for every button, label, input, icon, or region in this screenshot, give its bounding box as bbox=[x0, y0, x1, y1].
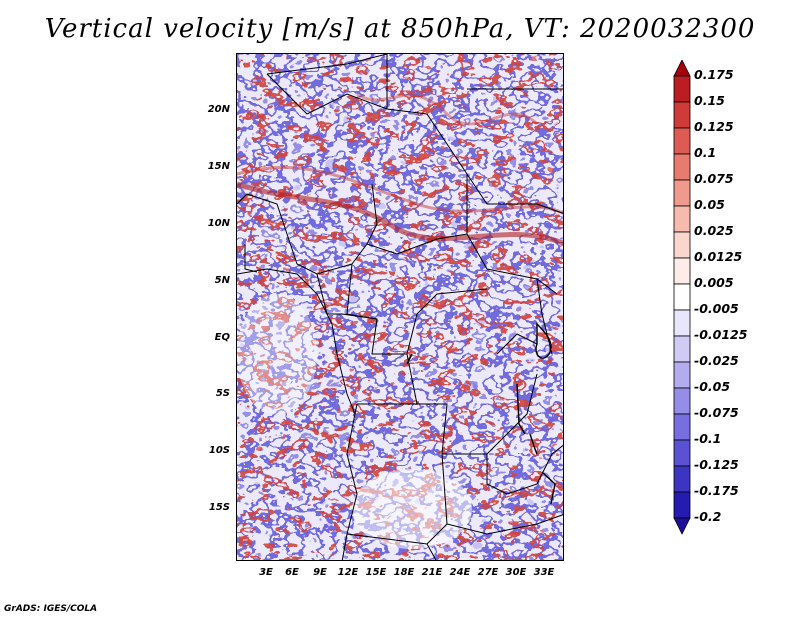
colorbar-label: -0.1 bbox=[694, 431, 722, 446]
colorbar-label: 0.1 bbox=[694, 145, 717, 160]
colorbar-swatch bbox=[673, 205, 691, 233]
colorbar-swatch bbox=[673, 309, 691, 337]
lat-tick-label: EQ bbox=[214, 332, 230, 343]
colorbar-label: 0.075 bbox=[694, 171, 734, 186]
lon-tick-label: 21E bbox=[421, 567, 443, 578]
lat-tick-label: 15N bbox=[207, 161, 230, 172]
colorbar-swatch bbox=[673, 127, 691, 155]
colorbar-bottom-arrow bbox=[673, 517, 691, 535]
map-title: Vertical velocity [m/s] at 850hPa, VT: 2… bbox=[44, 14, 756, 44]
lon-tick-label: 18E bbox=[393, 567, 415, 578]
colorbar-swatch bbox=[673, 75, 691, 103]
colorbar-label: 0.15 bbox=[694, 93, 725, 108]
colorbar-swatch bbox=[673, 335, 691, 363]
colorbar-swatch bbox=[673, 465, 691, 493]
colorbar-swatch bbox=[673, 413, 691, 441]
lat-tick-label: 15S bbox=[208, 502, 230, 513]
colorbar-label: 0.125 bbox=[694, 119, 734, 134]
colorbar-swatch bbox=[673, 101, 691, 129]
colorbar-swatch bbox=[673, 179, 691, 207]
colorbar-label: 0.005 bbox=[694, 275, 734, 290]
colorbar-label: 0.175 bbox=[694, 67, 734, 82]
colorbar-swatch bbox=[673, 231, 691, 259]
lon-tick-label: 3E bbox=[259, 567, 273, 578]
colorbar-label: -0.0125 bbox=[694, 327, 748, 342]
lon-tick-label: 33E bbox=[533, 567, 555, 578]
colorbar-top-arrow bbox=[673, 60, 691, 77]
colorbar-label: 0.025 bbox=[694, 223, 734, 238]
colorbar-label: -0.2 bbox=[694, 509, 722, 524]
colorbar-label: -0.075 bbox=[694, 405, 739, 420]
lat-tick-label: 20N bbox=[207, 104, 230, 115]
colorbar bbox=[673, 60, 691, 535]
colorbar-swatch bbox=[673, 387, 691, 415]
lat-tick-label: 5S bbox=[215, 388, 230, 399]
lon-tick-label: 15E bbox=[365, 567, 387, 578]
colorbar-swatch bbox=[673, 283, 691, 311]
colorbar-label: -0.125 bbox=[694, 457, 739, 472]
colorbar-label: -0.175 bbox=[694, 483, 739, 498]
colorbar-label: -0.005 bbox=[694, 301, 739, 316]
lon-tick-label: 12E bbox=[337, 567, 359, 578]
lon-tick-label: 6E bbox=[285, 567, 299, 578]
vertical-velocity-field bbox=[237, 54, 563, 560]
lon-tick-label: 30E bbox=[505, 567, 527, 578]
colorbar-label: 0.05 bbox=[694, 197, 725, 212]
colorbar-label: -0.05 bbox=[694, 379, 731, 394]
lat-tick-label: 10S bbox=[208, 445, 230, 456]
lat-tick-label: 10N bbox=[207, 218, 230, 229]
colorbar-label: 0.0125 bbox=[694, 249, 743, 264]
colorbar-label: -0.025 bbox=[694, 353, 739, 368]
lon-tick-label: 24E bbox=[449, 567, 471, 578]
lat-tick-label: 5N bbox=[214, 275, 230, 286]
lon-tick-label: 27E bbox=[477, 567, 499, 578]
colorbar-swatch bbox=[673, 491, 691, 519]
grads-credit: GrADS: IGES/COLA bbox=[4, 604, 98, 614]
map-panel bbox=[236, 53, 564, 561]
colorbar-swatch bbox=[673, 153, 691, 181]
lon-tick-label: 9E bbox=[313, 567, 327, 578]
colorbar-swatch bbox=[673, 439, 691, 467]
colorbar-swatch bbox=[673, 361, 691, 389]
colorbar-swatch bbox=[673, 257, 691, 285]
